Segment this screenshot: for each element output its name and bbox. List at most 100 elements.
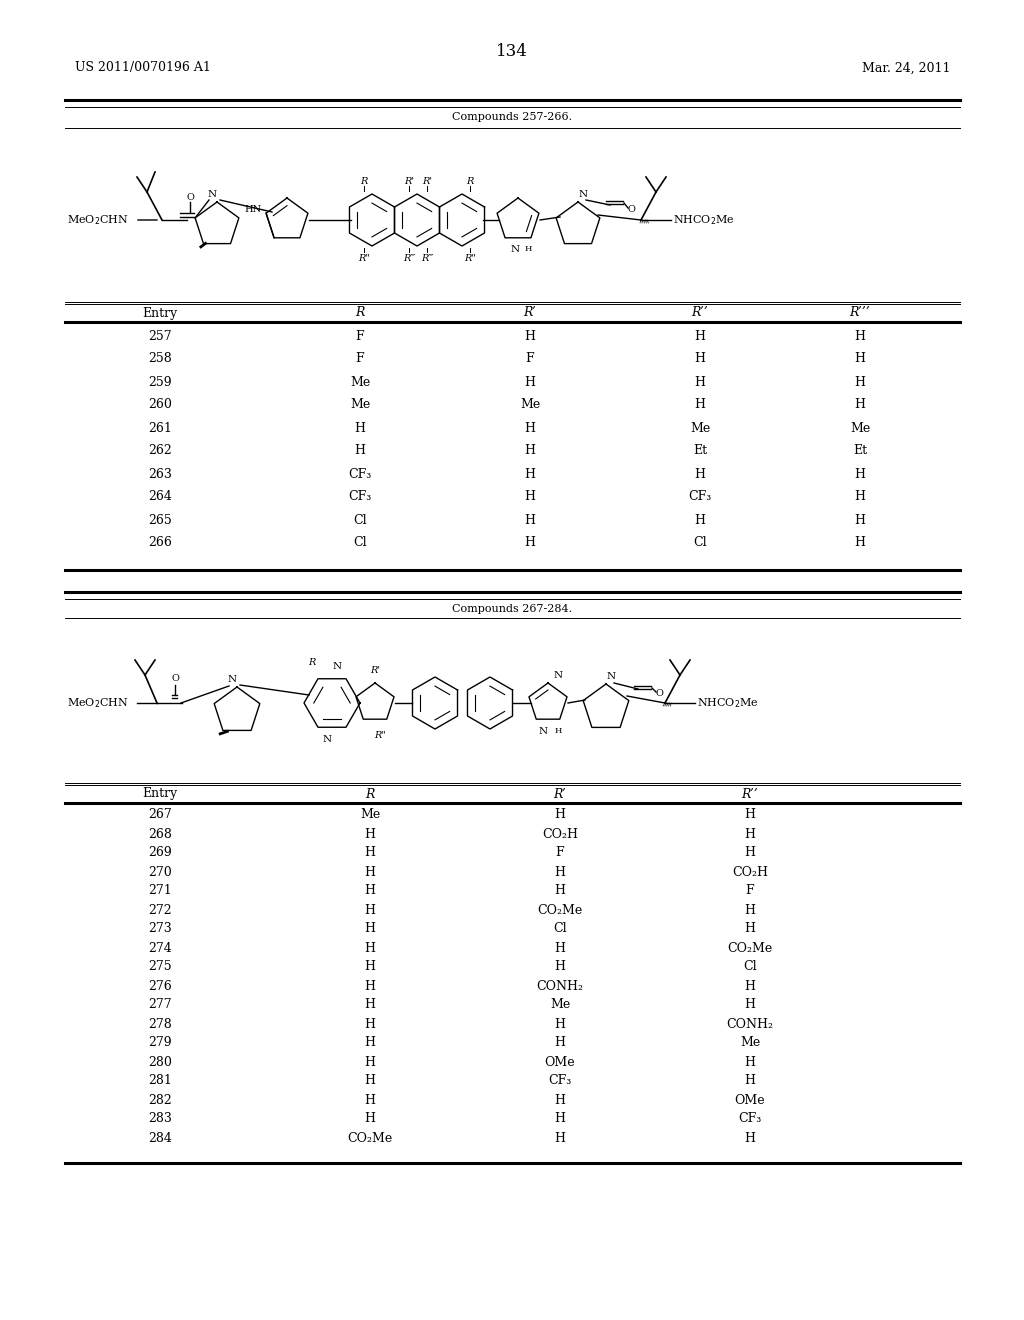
- Text: H: H: [744, 998, 756, 1011]
- Text: 275: 275: [148, 961, 172, 974]
- Text: H: H: [365, 1018, 376, 1031]
- Text: H: H: [854, 352, 865, 366]
- Text: R‴: R‴: [421, 253, 433, 263]
- Text: H: H: [555, 1113, 565, 1126]
- Text: H: H: [365, 961, 376, 974]
- Text: 261: 261: [148, 421, 172, 434]
- Text: 266: 266: [148, 536, 172, 549]
- Text: 259: 259: [148, 375, 172, 388]
- Text: H: H: [694, 513, 706, 527]
- Text: NHCO$_2$Me: NHCO$_2$Me: [697, 696, 759, 710]
- Text: 263: 263: [148, 467, 172, 480]
- Text: 284: 284: [148, 1131, 172, 1144]
- Text: H: H: [365, 1036, 376, 1049]
- Text: N: N: [227, 675, 237, 684]
- Text: H: H: [555, 1018, 565, 1031]
- Text: US 2011/0070196 A1: US 2011/0070196 A1: [75, 62, 211, 74]
- Text: R’: R’: [554, 788, 566, 800]
- Text: R’’: R’’: [741, 788, 759, 800]
- Text: H: H: [524, 375, 536, 388]
- Text: 134: 134: [496, 44, 528, 61]
- Text: 260: 260: [148, 399, 172, 412]
- Text: H: H: [744, 1074, 756, 1088]
- Text: CONH₂: CONH₂: [726, 1018, 773, 1031]
- Text: H: H: [854, 513, 865, 527]
- Text: Et: Et: [853, 445, 867, 458]
- Text: H: H: [555, 866, 565, 879]
- Text: H: H: [854, 399, 865, 412]
- Text: R: R: [360, 177, 368, 186]
- Text: 264: 264: [148, 491, 172, 503]
- Text: R’’: R’’: [691, 306, 709, 319]
- Text: O: O: [656, 689, 664, 698]
- Text: N: N: [539, 727, 548, 737]
- Text: Me: Me: [740, 1036, 760, 1049]
- Text: 281: 281: [148, 1074, 172, 1088]
- Text: H: H: [854, 330, 865, 342]
- Text: 265: 265: [148, 513, 172, 527]
- Text: O: O: [628, 206, 636, 214]
- Text: H: H: [744, 1056, 756, 1068]
- Text: H: H: [365, 923, 376, 936]
- Text: CO₂H: CO₂H: [732, 866, 768, 879]
- Text: H: H: [524, 536, 536, 549]
- Text: H: H: [365, 1093, 376, 1106]
- Text: 274: 274: [148, 941, 172, 954]
- Text: R': R': [422, 177, 432, 186]
- Text: R': R': [404, 177, 414, 186]
- Text: CONH₂: CONH₂: [537, 979, 584, 993]
- Text: F: F: [556, 846, 564, 859]
- Text: CF₃: CF₃: [348, 467, 372, 480]
- Text: N: N: [606, 672, 615, 681]
- Text: H: H: [555, 884, 565, 898]
- Text: H: H: [524, 491, 536, 503]
- Text: H: H: [744, 828, 756, 841]
- Text: Me: Me: [359, 808, 380, 821]
- Text: N: N: [510, 246, 519, 253]
- Text: Compounds 257-266.: Compounds 257-266.: [452, 112, 572, 121]
- Text: H: H: [365, 1074, 376, 1088]
- Text: H: H: [744, 808, 756, 821]
- Text: H: H: [555, 808, 565, 821]
- Text: 283: 283: [148, 1113, 172, 1126]
- Text: 273: 273: [148, 923, 172, 936]
- Text: 270: 270: [148, 866, 172, 879]
- Text: H: H: [744, 903, 756, 916]
- Text: 280: 280: [148, 1056, 172, 1068]
- Text: H: H: [365, 866, 376, 879]
- Text: Cl: Cl: [743, 961, 757, 974]
- Text: H: H: [365, 998, 376, 1011]
- Text: H: H: [365, 884, 376, 898]
- Text: 282: 282: [148, 1093, 172, 1106]
- Text: H: H: [365, 828, 376, 841]
- Text: 272: 272: [148, 903, 172, 916]
- Text: CO₂Me: CO₂Me: [727, 941, 773, 954]
- Text: N: N: [579, 190, 588, 199]
- Text: Et: Et: [693, 445, 707, 458]
- Text: Me: Me: [850, 421, 870, 434]
- Text: Compounds 267-284.: Compounds 267-284.: [452, 605, 572, 614]
- Text: Me: Me: [350, 399, 370, 412]
- Text: 262: 262: [148, 445, 172, 458]
- Text: CO₂H: CO₂H: [542, 828, 578, 841]
- Text: F: F: [525, 352, 535, 366]
- Text: R": R": [464, 253, 476, 263]
- Text: Cl: Cl: [353, 536, 367, 549]
- Text: H: H: [524, 421, 536, 434]
- Text: H: H: [694, 352, 706, 366]
- Text: Cl: Cl: [353, 513, 367, 527]
- Text: H: H: [854, 536, 865, 549]
- Text: N: N: [553, 671, 562, 680]
- Text: O: O: [171, 675, 179, 682]
- Text: R": R": [358, 253, 370, 263]
- Text: H: H: [744, 923, 756, 936]
- Text: H: H: [854, 375, 865, 388]
- Text: 267: 267: [148, 808, 172, 821]
- Text: Cl: Cl: [553, 923, 567, 936]
- Text: H: H: [524, 467, 536, 480]
- Text: CF₃: CF₃: [348, 491, 372, 503]
- Text: H: H: [365, 846, 376, 859]
- Text: OMe: OMe: [545, 1056, 575, 1068]
- Text: Mar. 24, 2011: Mar. 24, 2011: [861, 62, 950, 74]
- Text: CO₂Me: CO₂Me: [347, 1131, 392, 1144]
